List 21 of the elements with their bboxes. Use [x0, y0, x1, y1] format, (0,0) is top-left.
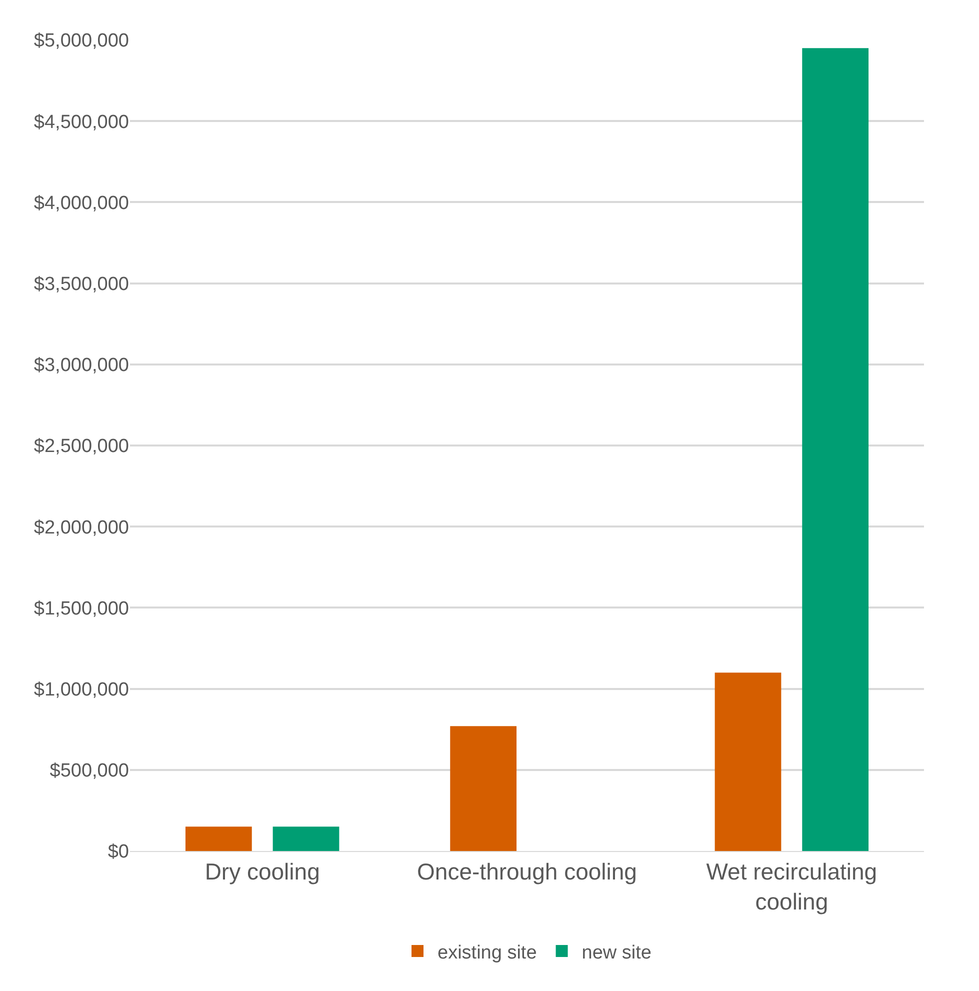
bar [802, 48, 869, 851]
bar [185, 826, 252, 851]
y-tick-label: $2,000,000 [34, 517, 129, 538]
y-tick-label: $0 [108, 842, 129, 863]
legend-label: existing site [438, 942, 537, 964]
x-tick-label: Once-through cooling [417, 858, 637, 885]
y-tick-label: $500,000 [50, 760, 129, 782]
y-tick-label: $1,500,000 [34, 598, 129, 620]
y-tick-label: $3,500,000 [34, 274, 129, 295]
x-tick-label: Wet recirculating cooling [706, 858, 878, 914]
y-tick-label: $2,500,000 [34, 436, 129, 458]
y-tick-label: $5,000,000 [34, 30, 129, 52]
y-tick-label: $3,000,000 [34, 355, 129, 376]
y-tick-label: $4,500,000 [34, 112, 129, 133]
y-tick-label: $4,000,000 [34, 192, 129, 214]
bar [714, 672, 782, 851]
bar [272, 826, 340, 851]
y-tick-label: $1,000,000 [34, 679, 129, 700]
legend-label: new site [582, 942, 652, 964]
bar [450, 726, 517, 851]
x-tick-label: Dry cooling [204, 858, 320, 885]
